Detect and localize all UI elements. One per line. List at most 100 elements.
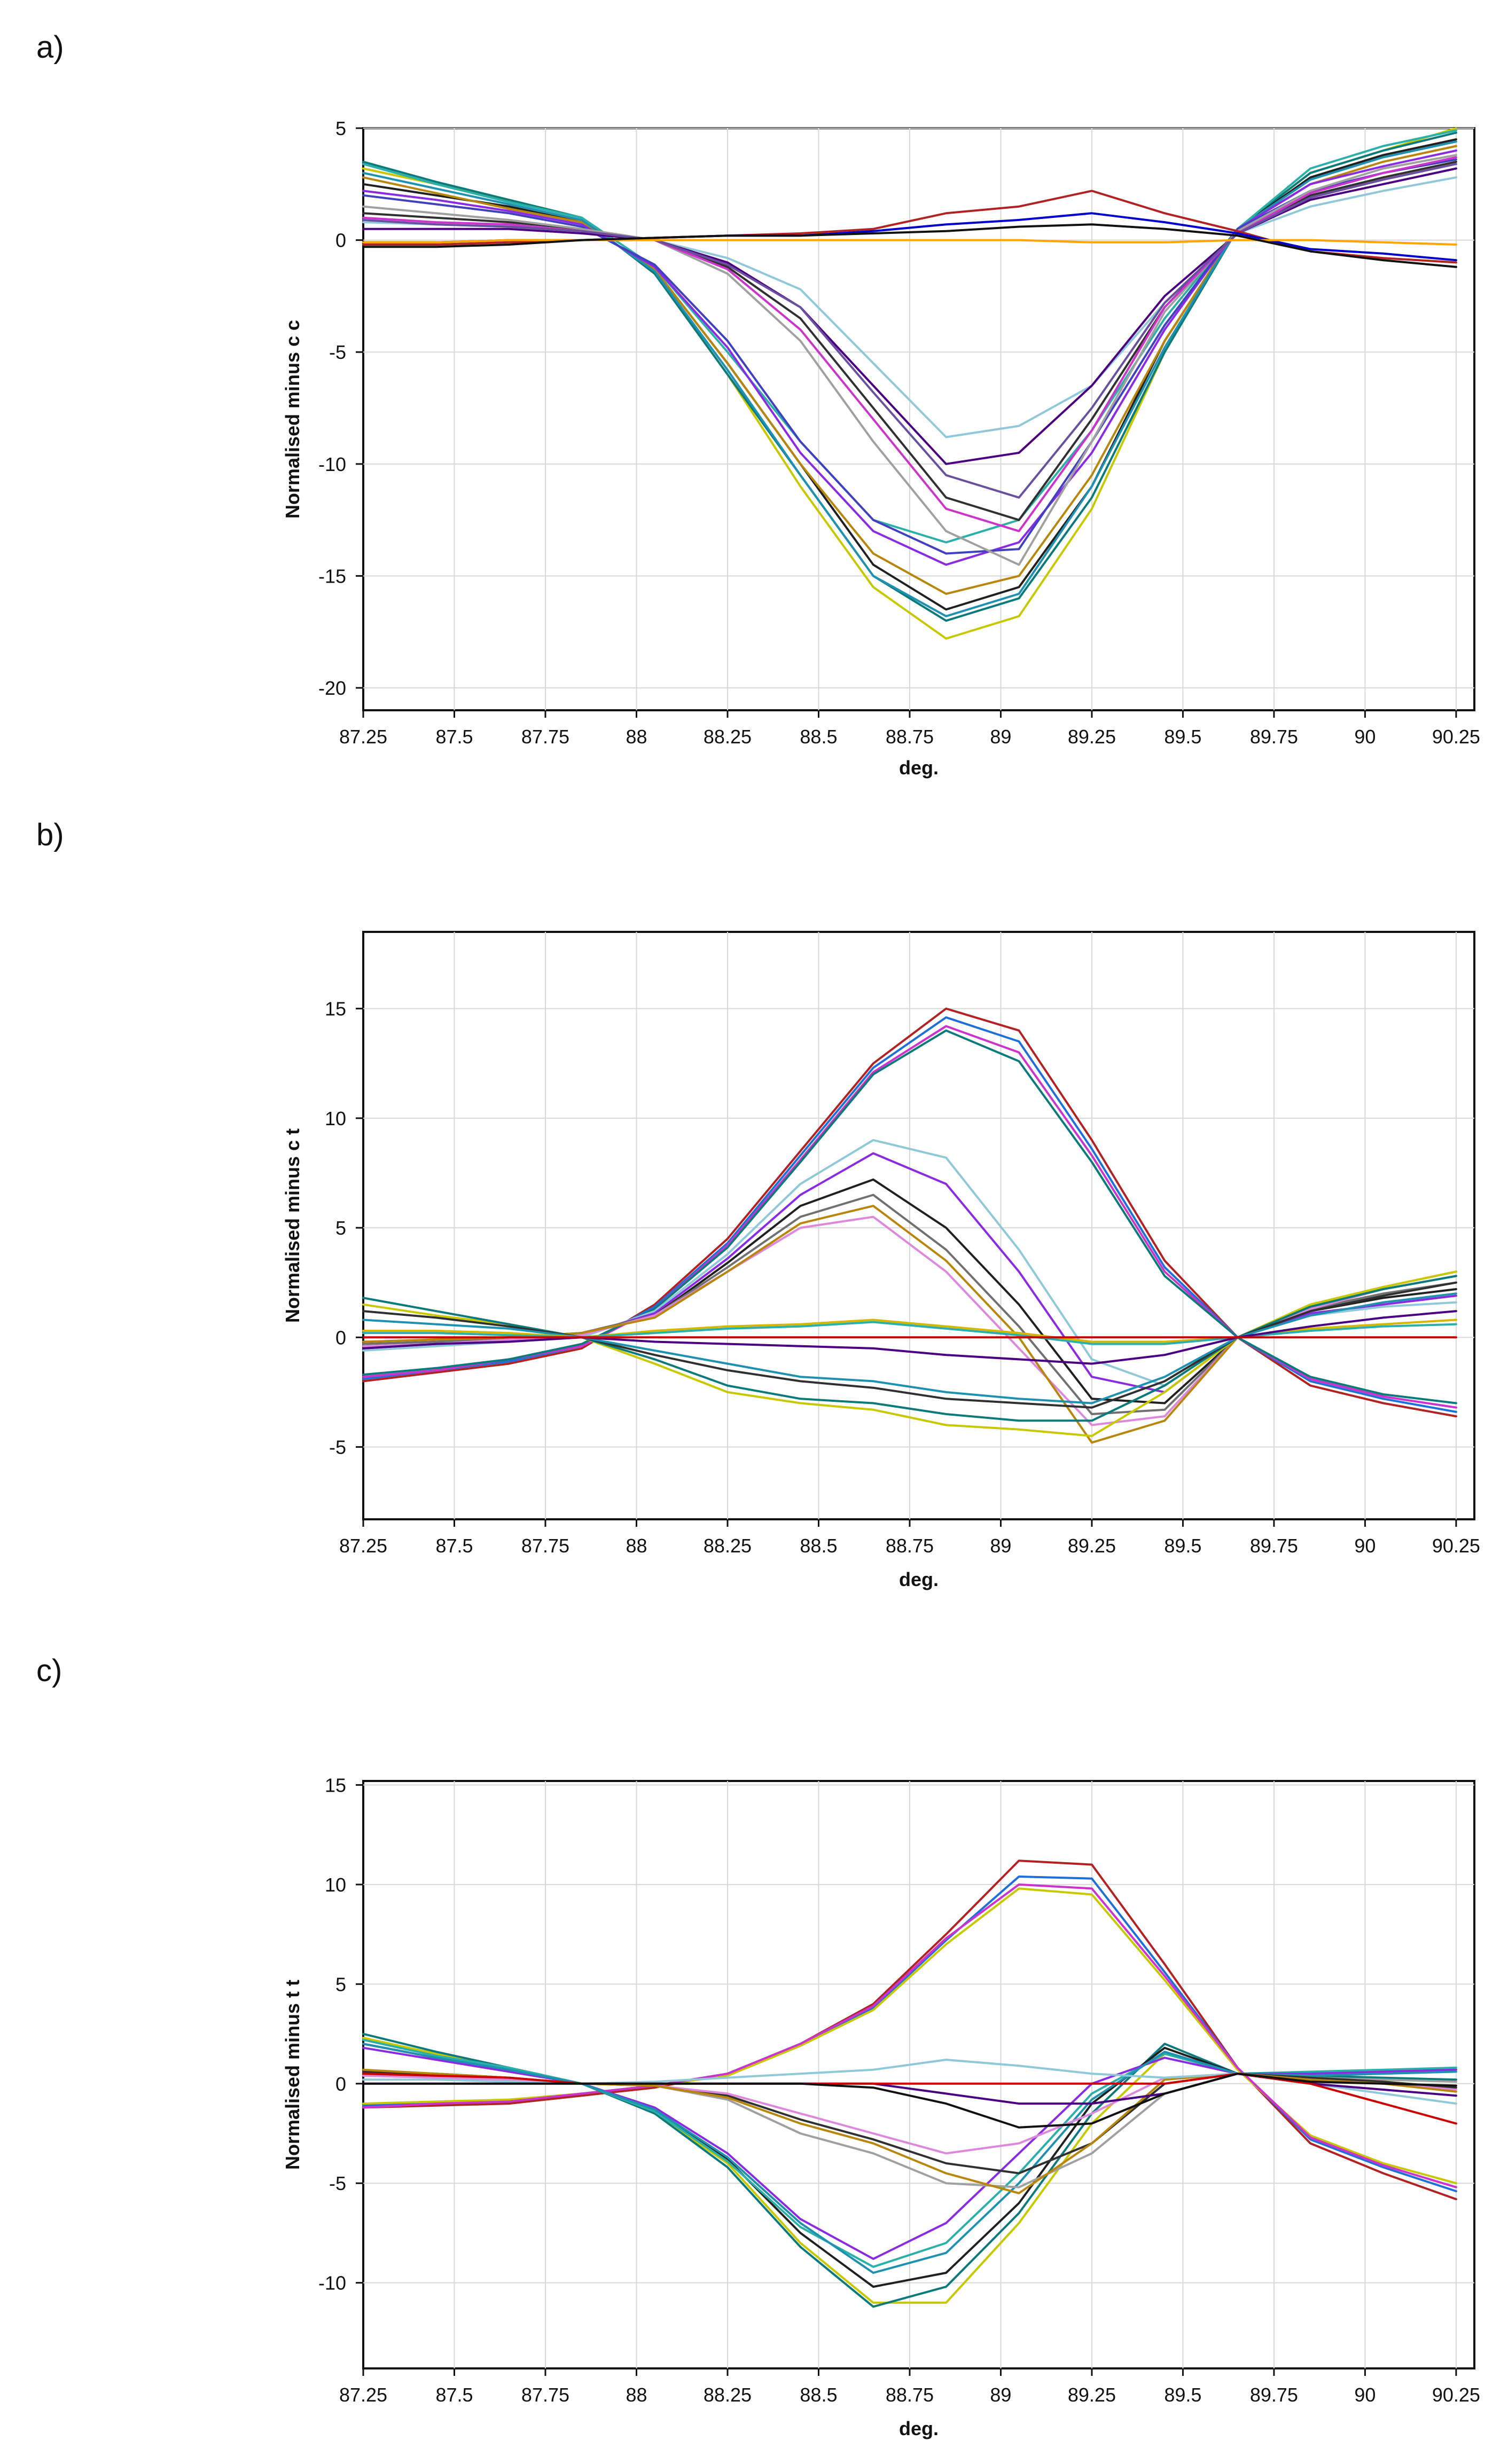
series-lines (362, 1007, 1457, 1444)
y-tick-label: -15 (318, 565, 346, 587)
y-axis-label: Normalised minus c c (282, 320, 303, 519)
x-tick-label: 88.25 (704, 2384, 752, 2406)
x-tick-label: 89.25 (1068, 726, 1116, 748)
x-tick-label: 90 (1354, 726, 1376, 748)
x-tick-label: 88.25 (704, 726, 752, 748)
plot-frame (362, 931, 1475, 1520)
x-tick-label: 88.75 (886, 1535, 934, 1557)
series-line-peak-4 (362, 1029, 1457, 1404)
x-tick-label: 87.25 (339, 2384, 387, 2406)
series-line-low-3 (362, 1281, 1457, 1409)
x-tick-label: 88 (626, 726, 647, 748)
y-tick-label: -5 (329, 341, 346, 363)
series-line-mid-2 (362, 149, 1457, 566)
x-tick-label: 89 (990, 2384, 1011, 2406)
y-tick-label: 10 (325, 1108, 346, 1129)
panel-label: b) (36, 818, 64, 852)
x-tick-label: 89.25 (1068, 2384, 1116, 2406)
y-axis-label: Normalised minus c t (282, 1128, 303, 1323)
series-line-low-4 (362, 1292, 1457, 1404)
x-tick-label: 87.75 (521, 2384, 569, 2406)
x-tick-labels: 87.25 87.5 87.75 88 88.25 88.5 88.75 89 89.25 89.… (339, 2368, 1480, 2406)
x-tick-labels: 87.25 87.5 87.75 88 88.25 88.5 88.75 89 89.25 89.… (339, 1519, 1480, 1557)
y-tick-label: 15 (325, 998, 346, 1020)
x-tick-label: 90.25 (1432, 1535, 1480, 1557)
panel-a: a) 87.25 87.5 87.75 88 88.25 88.5 88.75 89 89.25… (36, 30, 1480, 779)
x-tick-label: 88.25 (704, 1535, 752, 1557)
x-tick-label: 90.25 (1432, 2384, 1480, 2406)
x-tick-label: 89.25 (1068, 1535, 1116, 1557)
y-tick-label: 5 (335, 1973, 346, 1995)
series-line-deep-5 (362, 140, 1457, 617)
panel-label: a) (36, 30, 64, 65)
x-axis-label: deg. (899, 1568, 939, 1590)
y-tick-label: 5 (335, 1217, 346, 1239)
series-line-flat-4 (362, 2073, 1457, 2129)
x-tick-label: 87.5 (435, 1535, 473, 1557)
y-tick-label: -5 (329, 2172, 346, 2194)
x-tick-label: 87.5 (435, 2384, 473, 2406)
x-tick-label: 88.75 (886, 726, 934, 748)
x-tick-label: 89.75 (1250, 1535, 1298, 1557)
x-tick-label: 89.5 (1164, 726, 1201, 748)
x-tick-label: 89.75 (1250, 2384, 1298, 2406)
x-tick-label: 88.5 (800, 2384, 837, 2406)
x-tick-label: 87.25 (339, 1535, 387, 1557)
x-tick-label: 87.75 (521, 1535, 569, 1557)
x-tick-label: 88 (626, 1535, 647, 1557)
x-tick-label: 90.25 (1432, 726, 1480, 748)
series-line-peak-1 (362, 1007, 1457, 1418)
x-tick-label: 89 (990, 726, 1011, 748)
y-tick-label: 10 (325, 1874, 346, 1896)
x-axis-label: deg. (899, 2418, 939, 2439)
x-tick-label: 87.75 (521, 726, 569, 748)
y-tick-label: 0 (335, 1327, 346, 1348)
y-tick-label: 0 (335, 2073, 346, 2095)
x-tick-label: 88.5 (800, 1535, 837, 1557)
y-tick-labels: 15 10 5 0 -5 (325, 998, 363, 1458)
y-tick-label: 5 (335, 117, 346, 139)
x-axis-label: deg. (899, 757, 939, 779)
x-tick-label: 88.75 (886, 2384, 934, 2406)
series-line-flat-4 (362, 223, 1457, 268)
y-tick-label: -10 (318, 2272, 346, 2294)
x-tick-label: 88.5 (800, 726, 837, 748)
x-tick-label: 89 (990, 1535, 1011, 1557)
panel-b: b) 87.25 87.5 87.75 88 88.25 88.5 88.75 89 89.25… (36, 818, 1480, 1590)
x-tick-label: 87.25 (339, 726, 387, 748)
series-line-shallow-4 (362, 154, 1457, 566)
x-tick-label: 90 (1354, 1535, 1376, 1557)
series-line-shallow-5 (362, 156, 1457, 532)
series-line-peak-4 (362, 1883, 1457, 2188)
y-tick-label: -20 (318, 677, 346, 699)
series-line-low-2 (362, 1275, 1457, 1422)
series-line-flat-3 (362, 1310, 1457, 1365)
y-tick-label: 15 (325, 1774, 346, 1796)
panel-label: c) (36, 1653, 62, 1688)
x-tick-label: 89.5 (1164, 2384, 1201, 2406)
series-lines (362, 1859, 1457, 2308)
x-tick-label: 90 (1354, 2384, 1376, 2406)
x-tick-label: 89.75 (1250, 726, 1298, 748)
x-tick-label: 89.5 (1164, 1535, 1201, 1557)
series-line-mid-1 (362, 129, 1457, 544)
series-lines (362, 127, 1457, 640)
series-line-deep-2 (362, 131, 1457, 622)
series-line-flat-3 (362, 239, 1457, 246)
y-axis-label: Normalised minus t t (282, 1980, 303, 2170)
x-tick-labels: 87.25 87.5 87.75 88 88.25 88.5 88.75 89 89.25 89.… (339, 710, 1480, 748)
y-tick-labels: 5 0 -5 -10 -15 -20 (318, 117, 363, 699)
series-line-peak-1 (362, 1859, 1457, 2201)
panel-c: c) 87.25 87.5 87.75 88 88.25 88.5 88.75 89 89.25… (36, 1653, 1480, 2439)
gridlines (363, 1781, 1474, 2368)
series-line-flat-1 (362, 1319, 1457, 1343)
x-tick-label: 87.5 (435, 726, 473, 748)
series-line-shallow-6 (362, 163, 1457, 499)
y-tick-labels: 15 10 5 0 -5 -10 (318, 1774, 363, 2294)
y-tick-label: -5 (329, 1437, 346, 1458)
series-line-flat-2 (362, 1321, 1457, 1345)
x-tick-label: 88 (626, 2384, 647, 2406)
y-tick-label: -10 (318, 453, 346, 475)
y-tick-label: 0 (335, 230, 346, 252)
